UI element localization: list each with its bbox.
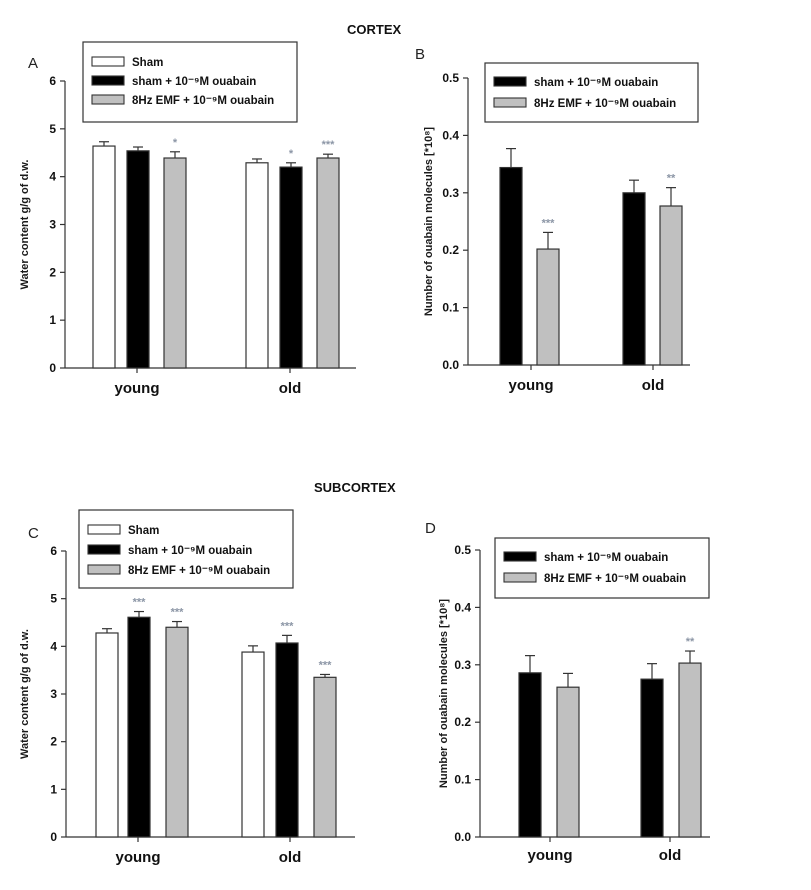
panel-b-significance-marker: ** — [667, 173, 676, 185]
panel-c-y-tick-label: 2 — [50, 735, 57, 749]
panel-a-bar-ouabain-young — [126, 150, 150, 369]
panel-a-y-tick-label: 5 — [49, 122, 56, 136]
section-title-subcortex: SUBCORTEX — [314, 480, 396, 495]
panel-b-y-axis-label: Number of ouabain molecules [*10⁸] — [423, 127, 435, 317]
panel-b-legend-label-emf: 8Hz EMF + 10⁻⁹M ouabain — [534, 98, 676, 110]
panel-b-legend-swatch-ouabain — [493, 76, 527, 87]
panel-c-legend-label-emf: 8Hz EMF + 10⁻⁹M ouabain — [128, 565, 270, 577]
panel-c-x-tick-label: young — [116, 849, 161, 866]
panel-d-legend-label-ouabain: sham + 10⁻⁹M ouabain — [544, 552, 668, 564]
panel-d-y-tick-label: 0.4 — [454, 600, 471, 614]
panel-a-bar-sham-young — [92, 145, 116, 369]
panel-c-bar-sham-old — [241, 651, 265, 838]
panel-a-y-tick-label: 2 — [49, 265, 56, 279]
panel-b-x-tick-label: young — [509, 377, 554, 394]
panel-c-bar-emf-old — [313, 676, 337, 838]
panel-a-legend-swatch-ouabain — [91, 75, 125, 86]
panel-c-legend-label-ouabain: sham + 10⁻⁹M ouabain — [128, 545, 252, 557]
panel-d-significance-marker: ** — [686, 636, 695, 648]
panel-d-bar-ouabain-young — [518, 672, 542, 838]
panel-d-x-tick-label: old — [659, 847, 682, 864]
panel-c-significance-marker: *** — [171, 607, 185, 619]
panel-a-bar-emf-old — [316, 157, 340, 369]
panel-d-y-tick-label: 0.1 — [454, 773, 471, 787]
panel-b-legend-box — [484, 62, 699, 123]
panel-c-bar-sham-young — [95, 632, 119, 838]
panel-a-significance-marker: *** — [322, 139, 336, 151]
panel-a-significance-marker: * — [289, 148, 294, 160]
panel-c-y-axis-label: Water content g/g of d.w. — [19, 629, 31, 759]
panel-c-x-tick-label: old — [279, 849, 302, 866]
panel-c-legend-swatch-ouabain — [87, 544, 121, 555]
panel-c-bar-ouabain-young — [127, 616, 151, 838]
panel-b-y-tick-label: 0.4 — [442, 128, 459, 142]
panel-c-significance-marker: *** — [319, 659, 333, 671]
panel-c-legend-swatch-sham — [87, 524, 121, 535]
panel-c-y-tick-label: 4 — [50, 639, 57, 653]
panel-d-y-tick-label: 0.3 — [454, 658, 471, 672]
panel-d-y-tick-label: 0.2 — [454, 715, 471, 729]
panel-d-y-axis-label: Number of ouabain molecules [*10⁸] — [438, 599, 450, 789]
panel-b-letter: B — [415, 46, 425, 63]
panel-d-legend-swatch-emf — [503, 572, 537, 583]
panel-a-legend-swatch-sham — [91, 56, 125, 67]
section-title-cortex: CORTEX — [347, 22, 402, 37]
panel-c-y-tick-label: 3 — [50, 687, 57, 701]
panel-c-y-tick-label: 0 — [50, 830, 57, 844]
panel-c-bar-emf-young — [165, 626, 189, 838]
panel-a-y-tick-label: 1 — [49, 313, 56, 327]
panel-b-y-tick-label: 0.3 — [442, 186, 459, 200]
panel-b-legend-label-ouabain: sham + 10⁻⁹M ouabain — [534, 77, 658, 89]
panel-d-bar-ouabain-old — [640, 678, 664, 838]
panel-d-legend-box — [494, 537, 710, 599]
panel-a-bar-sham-old — [245, 162, 269, 369]
panel-d-y-tick-label: 0.5 — [454, 543, 471, 557]
panel-b-y-tick-label: 0.0 — [442, 358, 459, 372]
panel-a-y-tick-label: 4 — [49, 170, 56, 184]
panel-a-y-axis-label: Water content g/g of d.w. — [19, 160, 31, 290]
panel-a-legend-label-ouabain: sham + 10⁻⁹M ouabain — [132, 76, 256, 88]
panel-a-legend-label-emf: 8Hz EMF + 10⁻⁹M ouabain — [132, 95, 274, 107]
panel-b-x-tick-label: old — [642, 377, 665, 394]
panel-d-bar-emf-old — [678, 662, 702, 838]
panel-a-significance-marker: * — [173, 137, 178, 149]
panel-d-legend-swatch-ouabain — [503, 551, 537, 562]
panel-c-legend-label-sham: Sham — [128, 525, 159, 537]
panel-a-x-tick-label: young — [115, 380, 160, 397]
panel-a-y-tick-label: 3 — [49, 218, 56, 232]
panel-b-bar-emf-old — [659, 205, 683, 366]
panel-c-y-tick-label: 6 — [50, 544, 57, 558]
panel-a-letter: A — [28, 55, 38, 72]
panel-b-bar-emf-young — [536, 248, 560, 366]
panel-c-legend-swatch-emf — [87, 564, 121, 575]
panel-a-bar-emf-young — [163, 157, 187, 369]
panel-d-legend-label-emf: 8Hz EMF + 10⁻⁹M ouabain — [544, 573, 686, 585]
panel-c-y-tick-label: 5 — [50, 592, 57, 606]
panel-b-y-tick-label: 0.2 — [442, 243, 459, 257]
panel-c-y-tick-label: 1 — [50, 782, 57, 796]
panel-a-x-tick-label: old — [279, 380, 302, 397]
panel-a-bar-ouabain-old — [279, 166, 303, 369]
panel-b-legend-swatch-emf — [493, 97, 527, 108]
panel-c-letter: C — [28, 525, 39, 542]
panel-b-bar-ouabain-young — [499, 166, 523, 366]
panel-b-significance-marker: *** — [542, 217, 556, 229]
panel-a-y-tick-label: 6 — [49, 74, 56, 88]
panel-c-significance-marker: *** — [133, 597, 147, 609]
panel-c-significance-marker: *** — [281, 620, 295, 632]
panel-c-bar-ouabain-old — [275, 642, 299, 838]
panel-d-letter: D — [425, 520, 436, 537]
panel-b-y-tick-label: 0.5 — [442, 71, 459, 85]
panel-b-y-tick-label: 0.1 — [442, 301, 459, 315]
panel-a-legend-label-sham: Sham — [132, 57, 163, 69]
panel-a-y-tick-label: 0 — [49, 361, 56, 375]
panel-b-bar-ouabain-old — [622, 192, 646, 366]
panel-d-y-tick-label: 0.0 — [454, 830, 471, 844]
panel-a-legend-swatch-emf — [91, 94, 125, 105]
panel-d-x-tick-label: young — [528, 847, 573, 864]
panel-d-bar-emf-young — [556, 686, 580, 838]
